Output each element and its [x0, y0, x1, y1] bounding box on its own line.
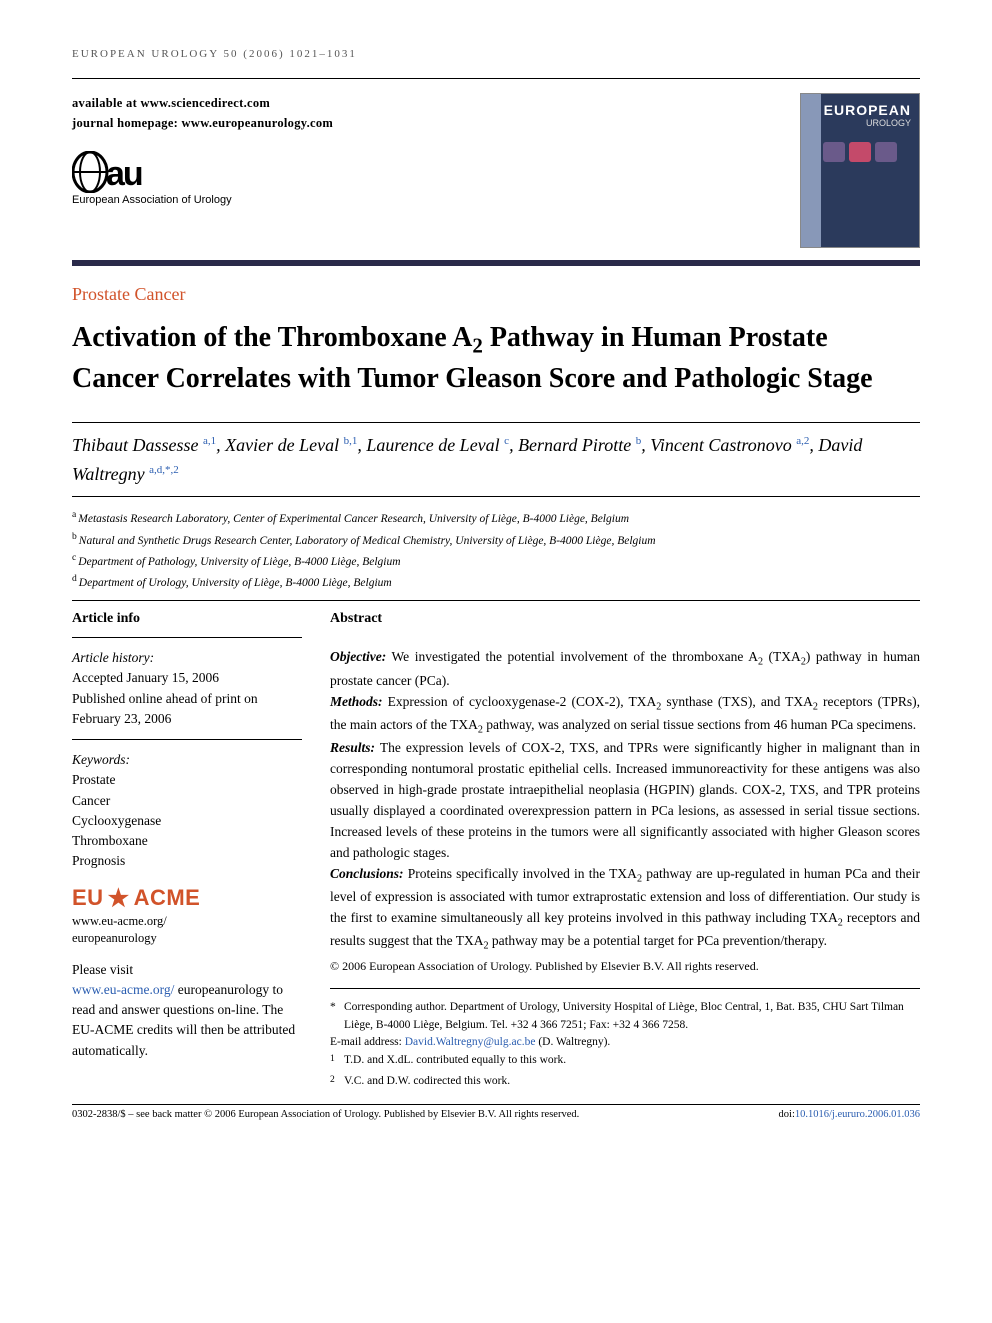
acme-eu: EU: [72, 885, 104, 911]
author-name: Xavier de Leval b,1: [225, 435, 357, 455]
rule: [72, 637, 302, 638]
journal-cover-thumbnail: EUROPEAN UROLOGY: [800, 93, 920, 248]
footer-right: doi:10.1016/j.eururo.2006.01.036: [779, 1109, 920, 1120]
author-name: Laurence de Leval c: [366, 435, 509, 455]
two-column-layout: Article info Article history: Accepted J…: [72, 611, 920, 1093]
affiliation: bNatural and Synthetic Drugs Research Ce…: [72, 529, 920, 550]
keyword: Prostate: [72, 770, 302, 790]
availability-block: available at www.sciencedirect.com journ…: [72, 93, 333, 218]
page: EUROPEAN UROLOGY 50 (2006) 1021–1031 ava…: [0, 0, 992, 1144]
acme-text: ACME: [134, 885, 201, 911]
accepted-date: Accepted January 15, 2006: [72, 668, 302, 688]
eau-mark-icon: au: [72, 151, 168, 193]
rule-thick: [72, 260, 920, 266]
article-info-column: Article info Article history: Accepted J…: [72, 611, 302, 1093]
keyword: Cancer: [72, 791, 302, 811]
footer-left: 0302-2838/$ – see back matter © 2006 Eur…: [72, 1109, 579, 1120]
eau-logo-text: European Association of Urology: [72, 194, 232, 206]
rule-below-authors: [72, 496, 920, 497]
author-name: Thibaut Dassesse a,1: [72, 435, 216, 455]
rule-top: [72, 78, 920, 79]
author-affil-sup: a,1: [203, 435, 216, 447]
article-history: Article history: Accepted January 15, 20…: [72, 648, 302, 729]
star-icon: ★: [108, 884, 130, 913]
visit-lead: Please visit: [72, 960, 302, 980]
email-link[interactable]: David.Waltregny@ulg.ac.be: [405, 1036, 536, 1048]
keywords-heading: Keywords:: [72, 750, 302, 770]
available-at: available at www.sciencedirect.com: [72, 93, 333, 113]
svg-text:au: au: [106, 155, 142, 193]
section-label: Prostate Cancer: [72, 284, 920, 305]
article-title: Activation of the Thromboxane A2 Pathway…: [72, 319, 920, 398]
acme-visit-block: Please visit www.eu-acme.org/ europeanur…: [72, 960, 302, 1061]
authors-list: Thibaut Dassesse a,1, Xavier de Leval b,…: [72, 431, 920, 489]
author-name: Bernard Pirotte b: [518, 435, 641, 455]
eau-logo: au European Association of Urology: [72, 151, 333, 206]
acme-link[interactable]: www.eu-acme.org/: [72, 982, 174, 997]
rule-below-affiliations: [72, 600, 920, 601]
cover-subtitle: UROLOGY: [805, 118, 915, 128]
author-affil-sup: a,2: [796, 435, 809, 447]
keywords-block: Keywords: ProstateCancerCyclooxygenaseTh…: [72, 750, 302, 872]
keyword: Thromboxane: [72, 831, 302, 851]
affiliations-list: aMetastasis Research Laboratory, Center …: [72, 507, 920, 592]
email-line: E-mail address: David.Waltregny@ulg.ac.b…: [330, 1034, 920, 1052]
rule: [72, 739, 302, 740]
journal-homepage: journal homepage: www.europeanurology.co…: [72, 113, 333, 133]
footnote-1: 1 T.D. and X.dL. contributed equally to …: [330, 1052, 920, 1073]
corresponding-author: * Corresponding author. Department of Ur…: [330, 999, 920, 1035]
keyword: Cyclooxygenase: [72, 811, 302, 831]
running-header: EUROPEAN UROLOGY 50 (2006) 1021–1031: [72, 48, 920, 60]
doi-link[interactable]: 10.1016/j.eururo.2006.01.036: [795, 1109, 920, 1120]
abstract-copyright: © 2006 European Association of Urology. …: [330, 959, 920, 974]
author-name: Vincent Castronovo a,2: [650, 435, 809, 455]
history-heading: Article history:: [72, 648, 302, 668]
footnote-2: 2 V.C. and D.W. codirected this work.: [330, 1073, 920, 1094]
affiliation: dDepartment of Urology, University of Li…: [72, 571, 920, 592]
keyword: Prognosis: [72, 851, 302, 871]
rule-bottom: [72, 1104, 920, 1105]
author-affil-sup: c: [504, 435, 509, 447]
header-block: available at www.sciencedirect.com journ…: [72, 93, 920, 248]
abstract-heading: Abstract: [330, 611, 920, 627]
article-info-heading: Article info: [72, 611, 302, 627]
footnotes: * Corresponding author. Department of Ur…: [330, 999, 920, 1094]
published-online: Published online ahead of print on Febru…: [72, 689, 302, 730]
abstract-column: Abstract Objective: We investigated the …: [330, 611, 920, 1093]
eu-acme-logo: EU ★ ACME: [72, 884, 302, 913]
author-affil-sup: a,d,*,2: [149, 464, 179, 476]
cover-title: EUROPEAN: [805, 102, 915, 118]
footer: 0302-2838/$ – see back matter © 2006 Eur…: [72, 1109, 920, 1120]
abstract-body: Objective: We investigated the potential…: [330, 647, 920, 955]
rule-above-authors: [72, 422, 920, 423]
author-affil-sup: b: [636, 435, 642, 447]
rule-above-footnotes: [330, 988, 920, 989]
author-affil-sup: b,1: [344, 435, 358, 447]
affiliation: aMetastasis Research Laboratory, Center …: [72, 507, 920, 528]
affiliation: cDepartment of Pathology, University of …: [72, 550, 920, 571]
acme-url: www.eu-acme.org/europeanurology: [72, 913, 302, 948]
